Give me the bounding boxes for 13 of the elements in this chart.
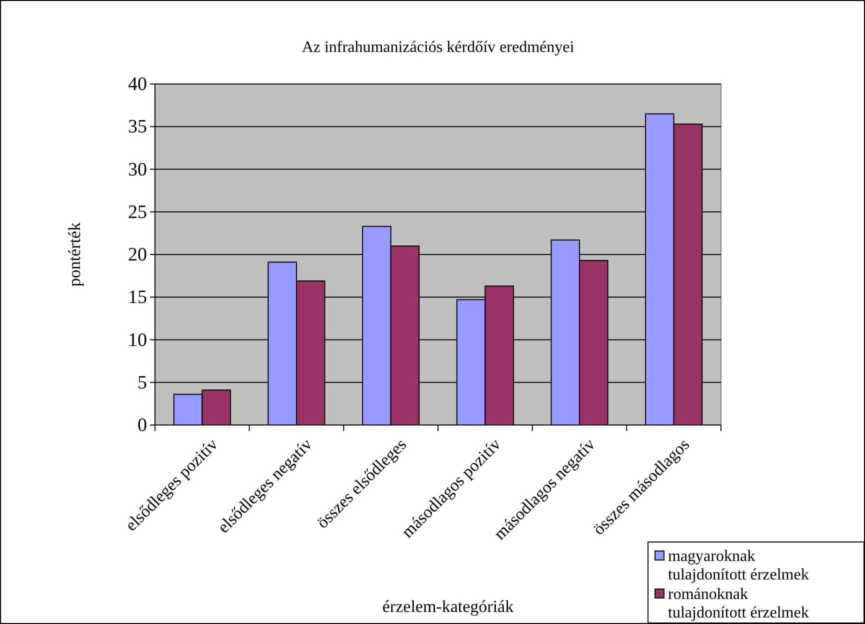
- x-axis-title: érzelem-kategóriák: [382, 597, 514, 616]
- y-tick-label: 5: [138, 372, 147, 394]
- y-tick-label: 40: [128, 74, 147, 96]
- y-tick-label: 0: [138, 415, 147, 436]
- legend-label: románoknak tulajdonított érzelmek: [668, 586, 809, 622]
- y-tick-label: 35: [128, 116, 147, 138]
- y-tick-label: 30: [128, 159, 147, 180]
- y-tick-label: 25: [128, 202, 147, 223]
- y-axis-title: pontérték: [65, 222, 84, 287]
- chart-title: Az infrahumanizációs kérdőív eredményei: [302, 39, 575, 56]
- y-tick-label: 15: [128, 287, 147, 308]
- y-tick-label: 10: [128, 330, 147, 351]
- y-tick-label: 20: [128, 244, 147, 266]
